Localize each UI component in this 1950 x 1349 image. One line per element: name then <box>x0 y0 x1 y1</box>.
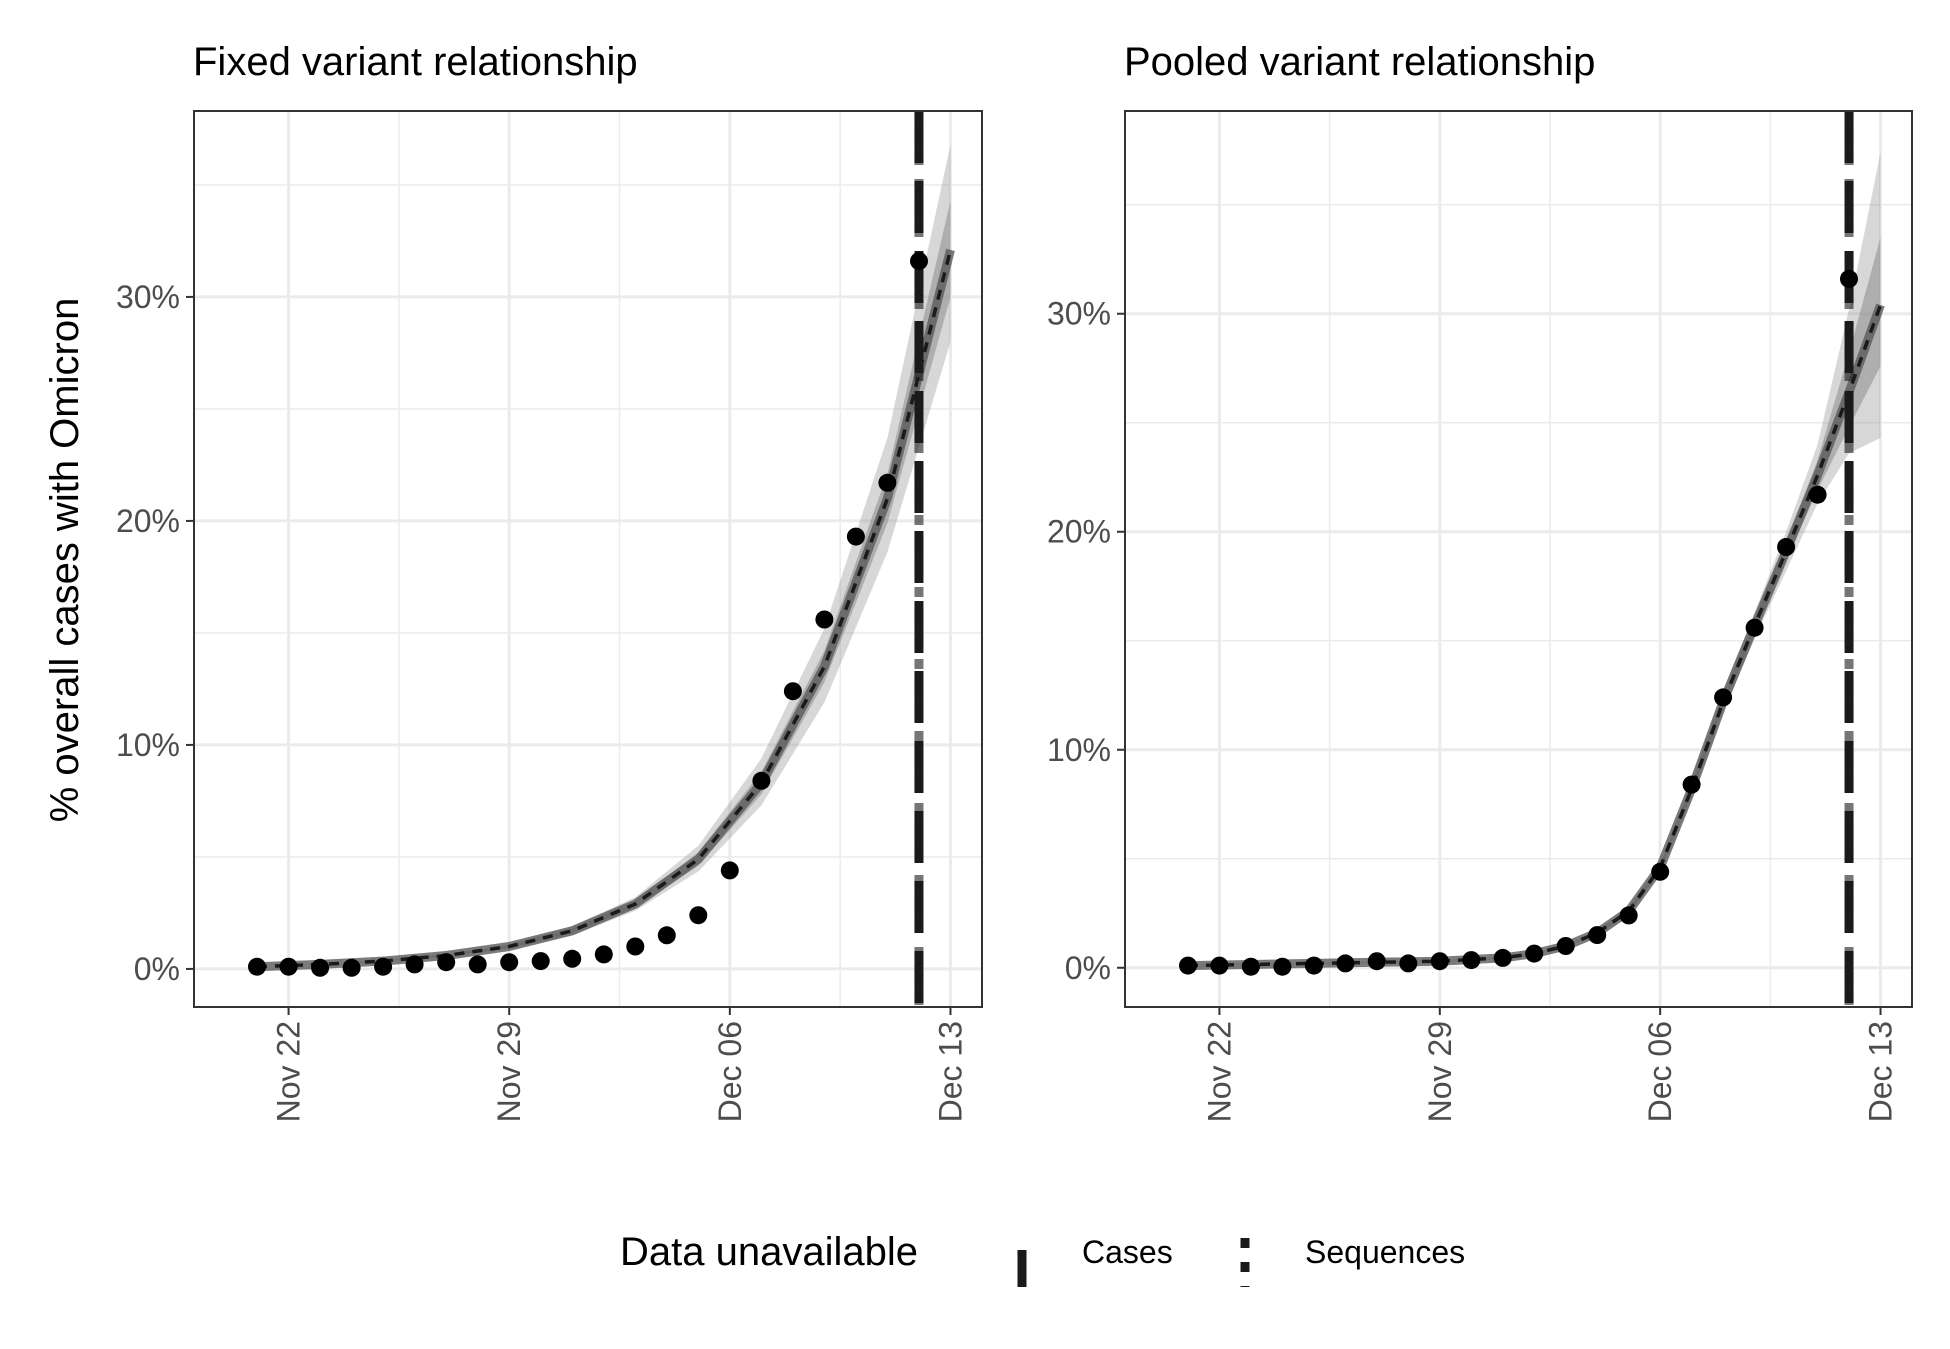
data-point <box>657 926 676 945</box>
panel-pooled: 0% 10% 20% 30% Nov 22 Nov 29 Dec 06 Dec 13 <box>1047 110 1913 1122</box>
x-tick-label: Nov 29 <box>1422 1021 1458 1122</box>
data-point <box>1493 948 1512 967</box>
panel-border <box>193 110 983 1008</box>
data-point <box>626 937 645 956</box>
data-point <box>1273 957 1292 976</box>
data-point <box>563 949 582 968</box>
x-tick-label: Nov 22 <box>271 1021 307 1122</box>
data-point <box>1556 937 1575 955</box>
legend-label-cases: Cases <box>1082 1234 1173 1270</box>
y-tick-label: 20% <box>116 503 180 539</box>
x-tick-label: Nov 22 <box>1201 1021 1237 1122</box>
data-point <box>1210 956 1229 975</box>
data-point <box>846 527 865 546</box>
data-point <box>689 906 708 925</box>
data-point <box>500 953 519 972</box>
data-point <box>1745 618 1764 637</box>
fit-line <box>256 249 953 969</box>
panel-border <box>1124 110 1913 1008</box>
data-point <box>437 953 456 972</box>
x-tick-label: Dec 13 <box>932 1021 968 1122</box>
data-point <box>531 952 550 971</box>
legend-label-sequences: Sequences <box>1305 1234 1465 1270</box>
data-point <box>1619 906 1638 925</box>
data-point <box>279 957 298 976</box>
data-point <box>1525 944 1544 963</box>
x-tick-label: Dec 13 <box>1863 1021 1899 1122</box>
panel-title-pooled: Pooled variant relationship <box>1124 40 1595 84</box>
data-point <box>342 958 361 977</box>
data-point <box>311 958 330 977</box>
data-point <box>1777 538 1796 556</box>
data-point <box>1462 951 1481 970</box>
data-point <box>248 957 266 976</box>
y-tick-label: 0% <box>1065 950 1111 986</box>
y-tick-label: 30% <box>1047 296 1111 332</box>
data-point <box>1808 485 1827 504</box>
data-point <box>1241 957 1260 976</box>
y-tick-label: 30% <box>116 279 180 315</box>
x-tick-label: Dec 06 <box>712 1021 748 1122</box>
panel-fixed: 0% 10% 20% 30% Nov 22 Nov 29 Dec 06 Dec 13 <box>116 110 983 1122</box>
data-point <box>594 945 613 964</box>
x-tick-label: Dec 06 <box>1642 1021 1678 1122</box>
panel-title-fixed: Fixed variant relationship <box>193 40 638 84</box>
data-point <box>1430 952 1449 971</box>
data-point <box>1179 956 1197 975</box>
legend-title: Data unavailable <box>620 1230 918 1274</box>
plot-area <box>1125 111 1912 1007</box>
data-point <box>910 252 928 271</box>
data-point <box>878 473 897 492</box>
data-point <box>405 955 424 974</box>
data-point <box>1367 952 1386 971</box>
data-point <box>1304 956 1323 975</box>
y-tick-label: 10% <box>1047 732 1111 768</box>
data-point <box>720 861 739 880</box>
data-point <box>752 771 771 790</box>
data-point <box>1336 954 1355 973</box>
y-tick-label: 10% <box>116 727 180 763</box>
y-axis-label: % overall cases with Omicron <box>43 298 87 823</box>
y-tick-label: 20% <box>1047 514 1111 550</box>
data-point <box>815 610 834 629</box>
x-tick-label: Nov 29 <box>491 1021 527 1122</box>
data-point <box>1651 862 1670 881</box>
data-point <box>374 957 393 976</box>
data-point <box>468 955 487 974</box>
data-point <box>783 682 802 701</box>
data-point <box>1682 775 1701 794</box>
fit-line <box>1187 304 1883 968</box>
data-point <box>1399 954 1418 973</box>
data-point <box>1714 688 1733 707</box>
data-point <box>1840 269 1858 288</box>
legend: Data unavailable Cases Sequences <box>620 1230 1465 1287</box>
data-point <box>1588 926 1607 945</box>
y-tick-label: 0% <box>134 951 180 987</box>
